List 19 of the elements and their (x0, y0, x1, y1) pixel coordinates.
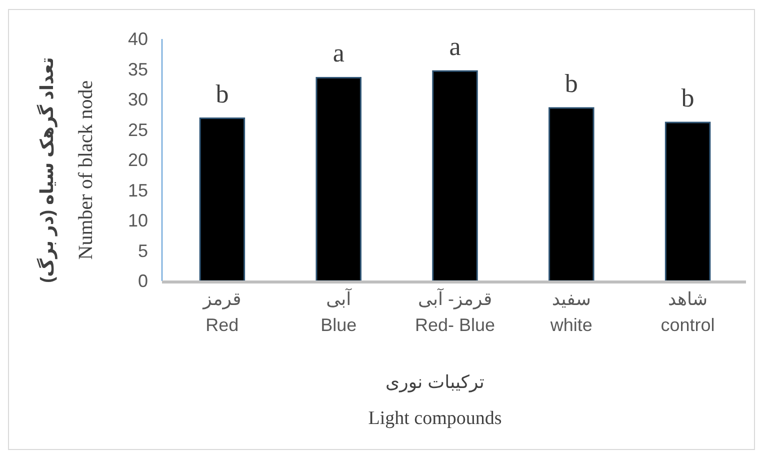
annotation: a (332, 38, 345, 68)
annotation: b (216, 79, 229, 108)
bar (199, 118, 246, 282)
bar (548, 107, 594, 282)
y-tick-label: 5 (138, 240, 148, 261)
bar (664, 122, 711, 282)
y-tick-label: 35 (128, 59, 148, 80)
annotation: b (564, 68, 578, 98)
y-tick-label: 10 (128, 210, 148, 230)
bar (432, 70, 478, 282)
y-tick-label: 25 (128, 120, 148, 140)
y-tick-label: 40 (128, 29, 148, 49)
bar (316, 76, 362, 282)
y-tick-label: 20 (128, 150, 148, 170)
y-tick-label: 0 (138, 271, 148, 291)
annotation: b (681, 83, 694, 112)
annotation: a (449, 32, 462, 62)
y-tick-label: 15 (128, 180, 148, 200)
y-tick-label: 30 (128, 90, 148, 110)
